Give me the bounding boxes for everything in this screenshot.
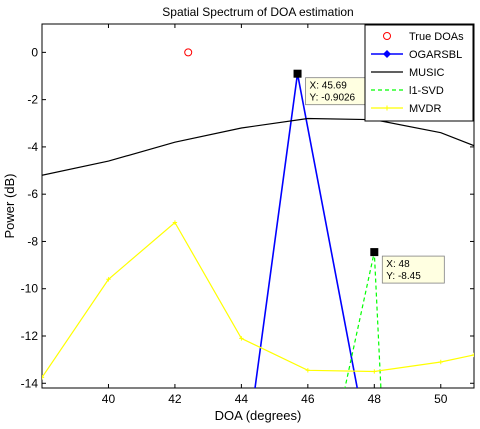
x-tick-label: 48 [368,392,382,406]
legend-box [364,24,474,122]
mvdr-point [305,368,311,373]
legend-label-music: MUSIC [409,67,445,79]
datatip-x-label: X: 48 [386,259,410,270]
datatip-x-label: X: 45.69 [310,81,348,92]
mvdr-point [438,359,443,365]
mvdr-point [372,369,377,374]
mvdr-point [42,375,45,380]
y-tick-label: -4 [27,140,38,154]
datatip-layer: X: 45.69Y: -0.9026 X: 48Y: -8.45 [293,69,445,284]
y-tick-label: -2 [27,93,38,107]
y-tick-label: 0 [31,45,38,59]
mvdr-point [172,220,178,225]
mvdr-point [239,336,244,341]
x-tick-label: 50 [434,392,448,406]
y-tick-label: -12 [21,329,39,343]
tick-layer: 40 42 44 46 48 50 0 -2 -4 -6 -8 -10 -12 -14 [21,24,474,406]
x-tick-label: 42 [168,392,182,406]
x-axis-label: DOA (degrees) [215,408,302,423]
x-tick-label: 40 [102,392,116,406]
datatip-point [293,69,302,78]
x-tick-label: 46 [301,392,315,406]
music-series-line [42,117,474,176]
x-tick-label: 44 [235,392,249,406]
legend: True DOAs OGARSBL MUSIC l1-SVD MVDR [364,24,474,122]
mvdr-point [471,352,474,358]
legend-swatch-marker-ogarsbl [383,50,391,58]
datatip-box [381,255,445,284]
legend-label-mvdr: MVDR [409,103,441,115]
datatip-box [305,77,368,106]
y-tick-label: -6 [27,187,38,201]
legend-swatch-true-doas [383,32,391,40]
datatip-y-label: Y: -0.9026 [310,93,356,104]
legend-label-l1-svd: l1-SVD [409,85,444,97]
legend-label-true-doas: True DOAs [409,31,464,43]
chart-title: Spatial Spectrum of DOA estimation [162,5,353,19]
legend-label-ogarsbl: OGARSBL [409,49,462,61]
y-tick-label: -14 [21,376,39,390]
mvdr-point [106,277,111,282]
datatip-y-label: Y: -8.45 [386,271,421,282]
datatip-point [370,248,379,257]
true-doas-marker [184,48,193,57]
y-tick-label: -10 [21,282,39,296]
y-axis-label: Power (dB) [2,173,17,238]
series-layer [42,48,474,388]
legend-swatch-marker-mvdr [384,105,390,111]
mvdr-series-line [42,221,474,378]
y-tick-label: -8 [27,234,38,248]
